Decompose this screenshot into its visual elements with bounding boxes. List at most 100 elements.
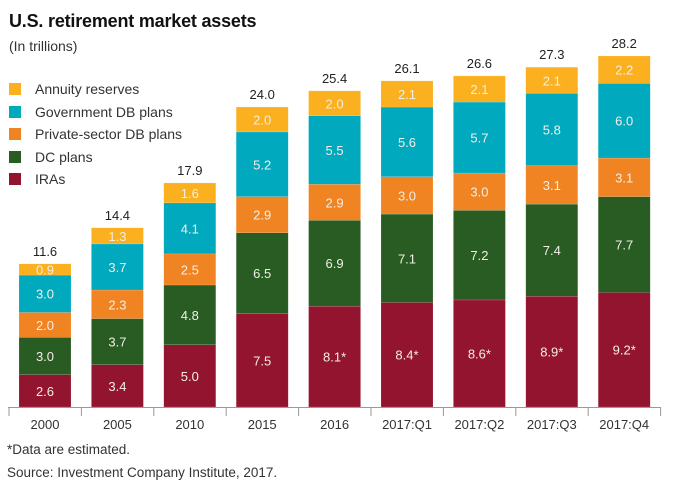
bar-segment-annuity-reserves <box>91 227 144 245</box>
legend-label: Annuity reserves <box>35 81 140 98</box>
bar-segment-iras <box>91 364 144 408</box>
legend-item-annuity-reserves: Annuity reserves <box>9 78 182 101</box>
bar-segment-iras <box>163 344 217 408</box>
bar-segment-government-db-plans <box>235 131 289 197</box>
chart-subtitle: (In trillions) <box>9 38 78 54</box>
segment-label: 2.2 <box>615 63 633 78</box>
bar-segment-annuity-reserves <box>235 106 289 133</box>
x-tick-label: 2017:Q2 <box>454 417 504 432</box>
bar-segment-private-sector-db-plans <box>525 165 579 205</box>
segment-label: 8.6* <box>468 346 491 361</box>
segment-label: 3.0 <box>36 349 54 364</box>
bar-segment-private-sector-db-plans <box>18 312 72 338</box>
legend-swatch <box>9 173 21 186</box>
total-label: 11.6 <box>33 244 57 259</box>
segment-label: 8.9* <box>540 345 563 360</box>
bar-segment-annuity-reserves <box>597 55 651 84</box>
bar-segment-dc-plans <box>597 196 651 293</box>
segment-label: 7.1 <box>398 251 416 266</box>
segment-label: 1.6 <box>181 186 199 201</box>
total-label: 17.9 <box>177 163 202 178</box>
x-tick-label: 2017:Q1 <box>382 417 432 432</box>
legend-swatch <box>9 128 21 141</box>
segment-label: 5.5 <box>326 143 344 158</box>
bar-segment-private-sector-db-plans <box>380 176 434 215</box>
segment-label: 2.0 <box>253 112 271 127</box>
legend-item-government-db-plans: Government DB plans <box>9 101 182 124</box>
x-tick-label: 2017:Q4 <box>599 417 649 432</box>
bar-segment-annuity-reserves <box>308 90 361 116</box>
bar-segment-dc-plans <box>91 318 144 365</box>
bar-segment-government-db-plans <box>308 115 361 185</box>
bar-segment-annuity-reserves <box>453 75 506 103</box>
segment-label: 4.8 <box>181 308 199 323</box>
bar-segment-dc-plans <box>525 203 579 297</box>
chart-title: U.S. retirement market assets <box>9 11 257 31</box>
x-tick-label: 2017:Q3 <box>527 417 577 432</box>
x-tick-label: 2015 <box>248 417 277 432</box>
segment-label: 2.5 <box>181 262 199 277</box>
segment-label: 5.6 <box>398 135 416 150</box>
bar-segment-dc-plans <box>235 232 289 314</box>
segment-label: 2.9 <box>253 208 271 223</box>
segment-label: 6.0 <box>615 114 633 129</box>
x-tick-label: 2005 <box>103 417 132 432</box>
segment-label: 2.1 <box>470 82 488 97</box>
footnote: *Data are estimated. <box>7 442 131 457</box>
segment-label: 3.0 <box>470 185 488 200</box>
segment-label: 2.1 <box>543 73 561 88</box>
total-label: 25.4 <box>322 71 347 86</box>
x-tick-label: 2010 <box>175 417 204 432</box>
segment-label: 3.1 <box>615 170 633 185</box>
legend-swatch <box>9 105 21 118</box>
segment-label: 2.9 <box>326 195 344 210</box>
source-note: Source: Investment Company Institute, 20… <box>7 465 278 480</box>
total-label: 26.6 <box>467 56 492 71</box>
bar-segment-iras <box>380 302 434 408</box>
bar-segment-iras <box>597 292 651 408</box>
segment-label: 4.1 <box>181 221 199 236</box>
segment-label: 7.2 <box>470 248 488 263</box>
total-label: 27.3 <box>539 47 564 62</box>
legend-swatch <box>9 150 21 163</box>
bar-segment-dc-plans <box>163 284 217 346</box>
segment-label: 5.0 <box>181 369 199 384</box>
segment-label: 3.4 <box>108 379 126 394</box>
legend-label: Government DB plans <box>35 103 173 120</box>
bar-segment-dc-plans <box>18 337 72 375</box>
bar-segment-government-db-plans <box>380 106 434 177</box>
x-tick-label: 2000 <box>31 417 60 432</box>
segment-label: 5.7 <box>470 131 488 146</box>
bar-segment-government-db-plans <box>163 202 217 255</box>
bar-segment-iras <box>18 374 72 408</box>
bar-segment-government-db-plans <box>525 93 579 166</box>
segment-label: 8.4* <box>395 348 418 363</box>
legend: Annuity reserves Government DB plans Pri… <box>9 78 182 191</box>
legend-label: Private-sector DB plans <box>35 126 183 143</box>
segment-label: 2.0 <box>36 318 54 333</box>
bar-segment-dc-plans <box>453 210 506 301</box>
segment-label: 8.1* <box>323 350 346 365</box>
bar-segment-government-db-plans <box>91 243 144 291</box>
segment-label: 2.6 <box>36 384 54 399</box>
segment-label: 7.5 <box>253 353 271 368</box>
segment-label: 2.3 <box>108 297 126 312</box>
total-label: 28.2 <box>612 36 637 51</box>
bar-segment-private-sector-db-plans <box>235 196 289 233</box>
total-label: 24.0 <box>250 87 275 102</box>
segment-label: 9.2* <box>613 343 636 358</box>
segment-label: 3.7 <box>108 335 126 350</box>
bar-segment-private-sector-db-plans <box>91 289 144 319</box>
bar-segment-dc-plans <box>380 213 434 303</box>
segment-label: 1.3 <box>108 229 126 244</box>
segment-label: 2.1 <box>398 87 416 102</box>
segment-label: 0.9 <box>36 262 54 277</box>
legend-item-dc-plans: DC plans <box>9 146 182 169</box>
bar-segment-government-db-plans <box>18 274 72 313</box>
bar-segment-private-sector-db-plans <box>308 183 361 221</box>
bar-segment-private-sector-db-plans <box>163 253 217 286</box>
bar-segment-annuity-reserves <box>163 182 217 204</box>
legend-swatch <box>9 83 21 96</box>
legend-label: DC plans <box>35 148 93 165</box>
